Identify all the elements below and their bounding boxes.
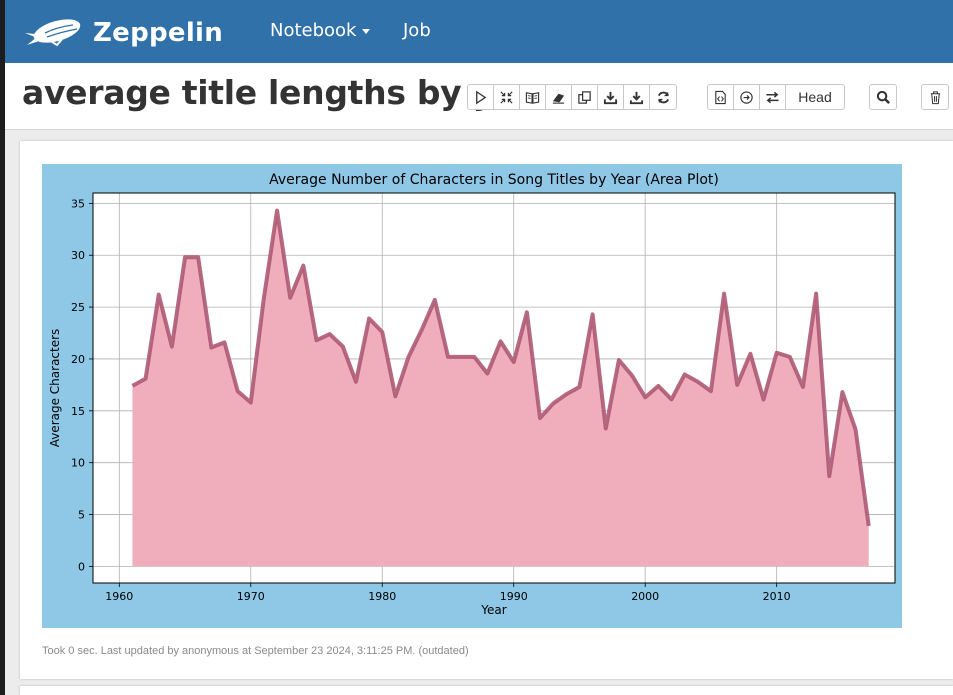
- export-alt-icon: [629, 91, 644, 104]
- search-group: [869, 84, 897, 110]
- series-line: [131, 208, 871, 527]
- x-tick-label: 1980: [368, 590, 396, 603]
- chart-title: Average Number of Characters in Song Tit…: [269, 172, 719, 188]
- area-fill: [132, 210, 869, 567]
- y-tick-label: 0: [78, 560, 85, 573]
- job-menu[interactable]: Job: [403, 20, 431, 41]
- run-all-button[interactable]: [468, 85, 494, 109]
- switch-mode-button[interactable]: [760, 85, 786, 109]
- clone-note-button[interactable]: [572, 85, 598, 109]
- trash-icon: [930, 90, 940, 104]
- caret-down-icon: [362, 28, 371, 34]
- notebook-header: average title lengths by year: [5, 63, 953, 130]
- x-tick-label: 1990: [500, 590, 528, 603]
- x-tick-label: 1970: [237, 590, 265, 603]
- notebook-title[interactable]: average title lengths by year: [22, 73, 554, 112]
- x-tick-label: 2010: [763, 590, 791, 603]
- x-tick-label: 2000: [631, 590, 659, 603]
- brand[interactable]: Zeppelin: [23, 13, 223, 53]
- brand-name: Zeppelin: [93, 18, 224, 48]
- left-edge-strip: [0, 0, 5, 695]
- trash-group: [921, 84, 949, 110]
- paragraph-actions-group: [467, 84, 677, 110]
- paragraph-panel: 1960 1970 1980 1990 2000 2010 0 5 10 15 20 25 30 35 Av…: [20, 141, 953, 679]
- clone-icon: [578, 90, 591, 104]
- y-tick-label: 20: [71, 353, 85, 366]
- search-button[interactable]: [870, 85, 896, 109]
- eraser-icon: [552, 93, 565, 104]
- next-paragraph-panel: [20, 686, 953, 695]
- refresh-icon: [657, 91, 669, 103]
- x-tick-label: 1960: [105, 590, 133, 603]
- y-tick-label: 15: [71, 405, 85, 418]
- book-icon: [525, 91, 540, 104]
- y-tick-label: 25: [71, 301, 85, 314]
- circle-arrow-icon: [740, 90, 753, 104]
- y-axis-label: Average Characters: [48, 329, 62, 448]
- y-tick-label: 5: [78, 509, 85, 522]
- delete-note-button[interactable]: [922, 85, 948, 109]
- show-hide-code-button[interactable]: [494, 85, 520, 109]
- run-all-icon: [476, 90, 487, 104]
- paragraph-status: Took 0 sec. Last updated by anonymous at…: [42, 645, 469, 657]
- y-tick-label: 35: [71, 197, 85, 210]
- swap-icon: [766, 91, 779, 103]
- top-navbar: Zeppelin Notebook Job: [5, 0, 953, 63]
- chart-figure: 1960 1970 1980 1990 2000 2010 0 5 10 15 20 25 30 35 Av…: [42, 164, 902, 628]
- head-revision-button[interactable]: Head: [798, 89, 832, 105]
- notebook-menu-label: Notebook: [270, 20, 357, 41]
- expand-collapse-icon: [500, 90, 513, 104]
- run-note-button[interactable]: [734, 85, 760, 109]
- version-control-button[interactable]: [708, 85, 734, 109]
- x-axis-label: Year: [480, 603, 506, 617]
- search-icon: [876, 90, 890, 104]
- show-hide-output-button[interactable]: [520, 85, 546, 109]
- code-file-icon: [715, 90, 726, 104]
- export-ipynb-button[interactable]: [624, 85, 650, 109]
- clear-output-button[interactable]: [546, 85, 572, 109]
- y-tick-label: 10: [71, 457, 85, 470]
- export-icon: [603, 91, 618, 104]
- note-settings-group: Head: [707, 84, 845, 110]
- notebook-menu[interactable]: Notebook: [270, 20, 371, 41]
- y-tick-label: 30: [71, 249, 85, 262]
- zeppelin-logo-icon: [25, 19, 81, 47]
- plot-frame: [92, 192, 896, 584]
- reload-note-button[interactable]: [650, 85, 676, 109]
- area-chart: 1960 1970 1980 1990 2000 2010 0 5 10 15 20 25 30 35 Av…: [48, 172, 896, 617]
- export-note-button[interactable]: [598, 85, 624, 109]
